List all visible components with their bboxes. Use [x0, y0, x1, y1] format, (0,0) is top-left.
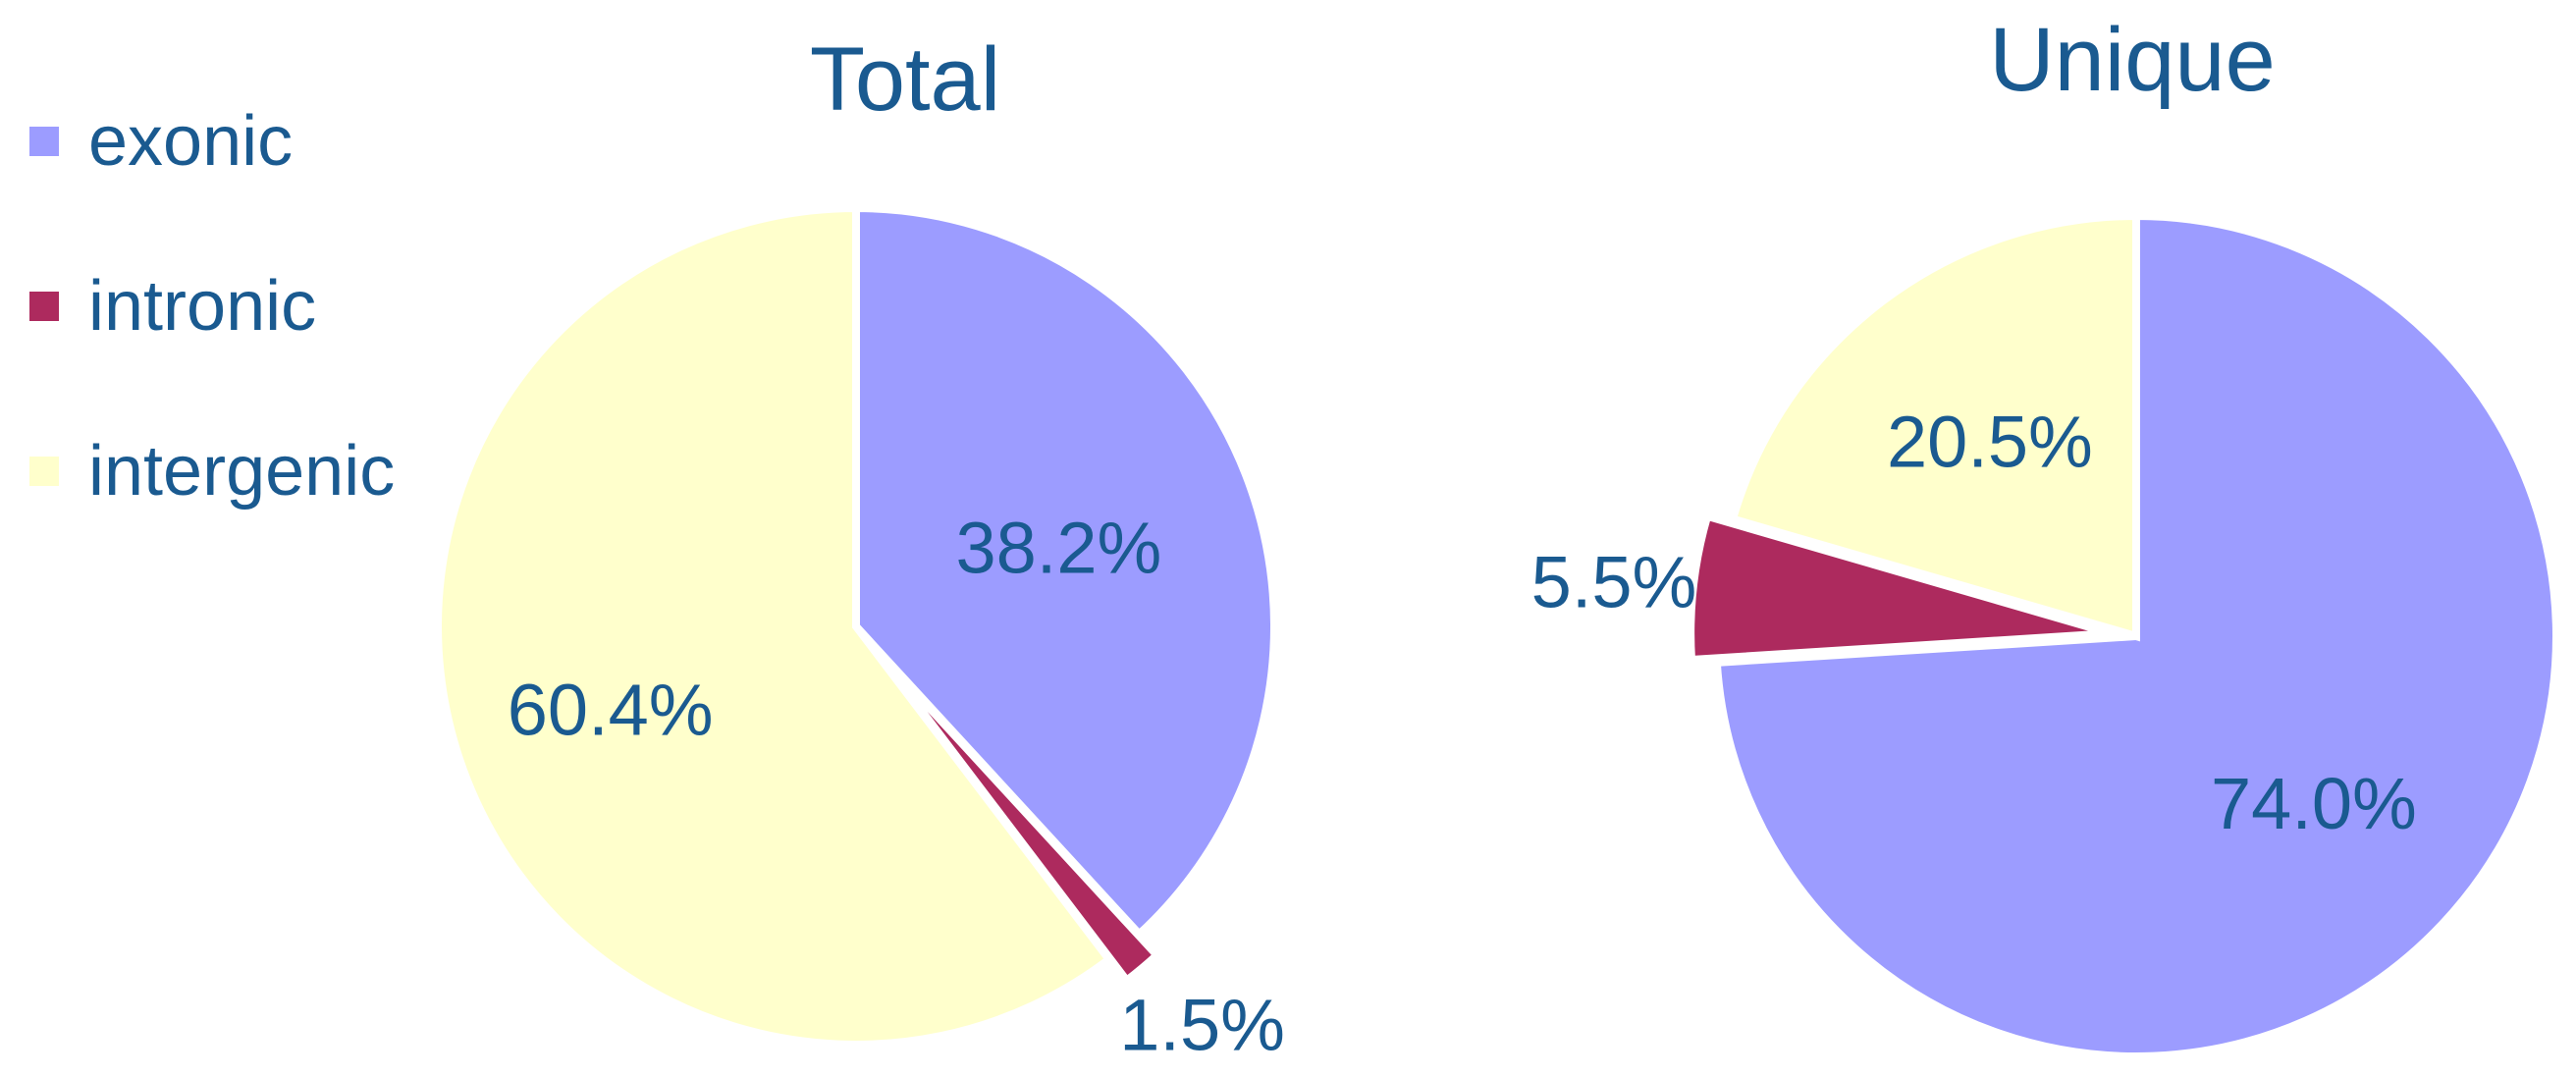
unique-slice-intronic: [1687, 511, 2113, 665]
legend-item-exonic: exonic: [29, 59, 395, 224]
unique-label-exonic: 74.0%: [2211, 763, 2417, 844]
legend-item-intronic: intronic: [29, 224, 395, 389]
legend-item-intergenic: intergenic: [29, 389, 395, 554]
legend-label-intronic: intronic: [88, 267, 317, 346]
total-label-exonic: 38.2%: [955, 508, 1161, 589]
unique-label-intergenic: 20.5%: [1887, 401, 2093, 482]
legend-label-exonic: exonic: [88, 102, 294, 181]
total-chart-title: Total: [810, 29, 1000, 130]
total-label-intronic: 1.5%: [1119, 985, 1285, 1066]
total-pie: 38.2% 1.5% 60.4%: [433, 203, 1285, 1066]
total-slice-exonic: [852, 203, 1278, 941]
total-slice-intronic: [870, 644, 1163, 987]
legend-swatch-intergenic: [29, 457, 59, 486]
unique-pie: 74.0% 5.5% 20.5%: [1531, 211, 2560, 1060]
legend-swatch-intronic: [29, 292, 59, 321]
legend: exonic intronic intergenic: [29, 59, 395, 554]
legend-swatch-exonic: [29, 127, 59, 156]
unique-slice-intergenic: [1728, 211, 2140, 642]
total-slice-intergenic: [433, 203, 1115, 1049]
total-label-intergenic: 60.4%: [508, 669, 714, 750]
unique-label-intronic: 5.5%: [1531, 542, 1697, 623]
unique-chart-title: Unique: [1989, 10, 2276, 110]
legend-label-intergenic: intergenic: [88, 432, 396, 511]
